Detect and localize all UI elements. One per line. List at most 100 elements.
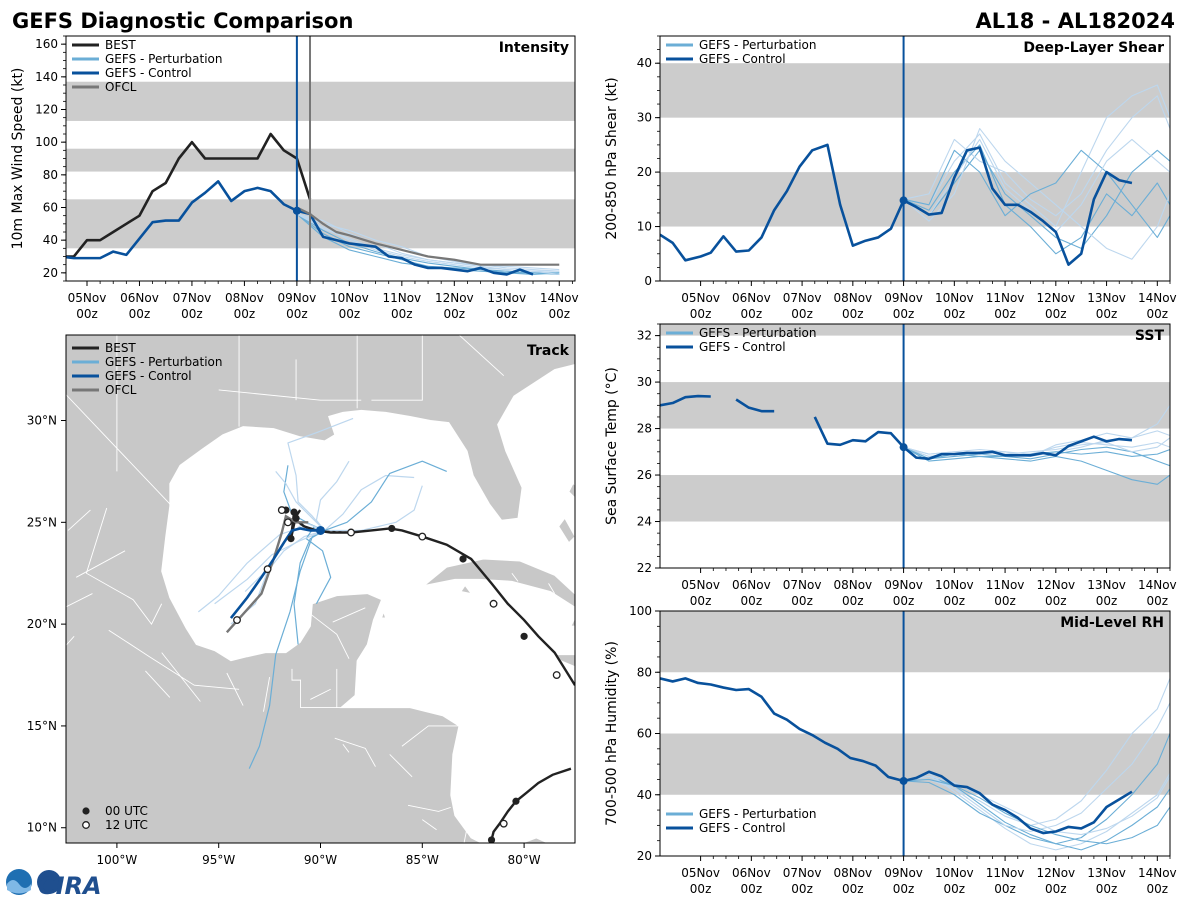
best-12utc-marker — [347, 528, 355, 537]
political-border — [458, 335, 505, 377]
lon-tick-label: 85°W — [406, 853, 439, 867]
control-track-line — [229, 527, 321, 619]
y-tick-label: 26 — [637, 468, 652, 482]
best-12utc-marker — [418, 532, 427, 541]
y-tick-label: 60 — [43, 201, 58, 215]
shear-panel: 0 10 20 30 40 05Nov 00z 06Nov 00z 07Nov 00z 08Nov 00… — [604, 35, 1177, 321]
x-tick-sublabel: 00z — [1147, 882, 1169, 896]
legend-label: GEFS - Perturbation — [105, 355, 222, 369]
perturbation-track — [293, 529, 325, 645]
x-tick-label: 13Nov — [1087, 866, 1126, 880]
y-tick-label: 32 — [637, 329, 652, 343]
x-tick-sublabel: 00z — [893, 882, 915, 896]
x-tick-label: 06Nov — [732, 578, 771, 592]
x-tick-label: 08Nov — [833, 578, 872, 592]
x-tick-sublabel: 00z — [690, 594, 712, 608]
perturbation-series-line — [903, 780, 1170, 851]
x-tick-label: 10Nov — [935, 866, 974, 880]
sst-panel: 22 24 26 28 30 32 05Nov 00z 06Nov 00z 07Nov 00z 08No… — [604, 323, 1177, 608]
political-border — [67, 509, 91, 531]
x-tick-sublabel: 00z — [1147, 307, 1169, 321]
y-axis-label: 200-850 hPa Shear (kt) — [604, 77, 620, 239]
x-tick-label: 07Nov — [783, 578, 822, 592]
legend-label: GEFS - Control — [699, 52, 786, 66]
x-tick-label: 09Nov — [278, 291, 317, 305]
political-border — [371, 335, 423, 401]
x-tick-sublabel: 00z — [234, 307, 256, 321]
lon-tick-label: 95°W — [202, 853, 235, 867]
perturbation-series-line — [903, 84, 1170, 228]
best-00utc-marker — [290, 508, 298, 516]
legend-label: GEFS - Perturbation — [699, 326, 816, 340]
x-tick-label: 09Nov — [884, 578, 923, 592]
perturbation-track — [275, 471, 325, 531]
legend-label: GEFS - Perturbation — [699, 807, 816, 821]
political-border — [389, 754, 413, 778]
land-polygon — [66, 335, 575, 843]
y-axis-label: 10m Max Wind Speed (kt) — [10, 68, 26, 250]
political-border — [291, 668, 341, 709]
perturbation-track — [315, 460, 350, 531]
shade-band — [660, 475, 1170, 522]
y-tick-label: 160 — [35, 37, 58, 51]
x-tick-sublabel: 00z — [1096, 882, 1118, 896]
y-tick-label: 30 — [637, 111, 652, 125]
legend-label: OFCL — [105, 80, 137, 94]
y-tick-label: 28 — [637, 422, 652, 436]
shade-band — [660, 63, 1170, 118]
x-tick-sublabel: 00z — [741, 882, 763, 896]
x-tick-label: 14Nov — [1138, 291, 1177, 305]
y-axis-label: 700-500 hPa Humidity (%) — [604, 641, 620, 826]
x-tick-label: 07Nov — [783, 291, 822, 305]
x-tick-sublabel: 00z — [842, 307, 864, 321]
y-tick-label: 100 — [35, 135, 58, 149]
y-tick-label: 140 — [35, 70, 58, 84]
y-tick-label: 40 — [43, 233, 58, 247]
x-tick-label: 13Nov — [1087, 291, 1126, 305]
best-12utc-marker — [489, 599, 498, 608]
x-tick-label: 05Nov — [681, 866, 720, 880]
init-point-marker — [899, 196, 908, 205]
best-00utc-marker — [487, 836, 496, 843]
lat-tick-label: 30°N — [27, 414, 57, 428]
y-tick-label: 120 — [35, 103, 58, 117]
x-tick-label: 11Nov — [986, 291, 1025, 305]
best-00utc-marker — [459, 555, 467, 563]
plot-area — [660, 611, 1170, 856]
cira-logo: CIRA — [6, 869, 102, 900]
best-00utc-marker — [512, 797, 520, 805]
x-tick-label: 09Nov — [884, 291, 923, 305]
control-series-line — [660, 394, 711, 407]
y-tick-label: 30 — [637, 375, 652, 389]
track-panel: 100°W 95°W 90°W 85°W 80°W 10°N 15°N 20°N 25°N 30°… — [27, 334, 576, 867]
political-border — [407, 804, 451, 812]
perturbation-track — [214, 529, 325, 605]
x-tick-label: 12Nov — [1036, 866, 1075, 880]
y-tick-label: 80 — [43, 168, 58, 182]
storm-id: AL18 - AL182024 — [976, 9, 1176, 33]
x-tick-sublabel: 00z — [944, 882, 966, 896]
x-tick-sublabel: 00z — [842, 882, 864, 896]
x-tick-sublabel: 00z — [994, 307, 1016, 321]
political-border — [75, 550, 126, 578]
noaa-wave-icon — [7, 880, 31, 894]
land-polygon — [460, 584, 473, 595]
plot-frame — [659, 323, 1171, 569]
x-tick-sublabel: 00z — [994, 882, 1016, 896]
political-border — [422, 819, 437, 831]
x-tick-sublabel: 00z — [1045, 594, 1067, 608]
perturbation-track — [324, 460, 447, 532]
panel-title: Intensity — [499, 40, 569, 56]
x-tick-sublabel: 00z — [181, 307, 203, 321]
init-point-marker — [899, 776, 908, 785]
lon-tick-label: 90°W — [304, 853, 337, 867]
perturbation-series-line — [903, 128, 1170, 260]
y-tick-label: 20 — [637, 165, 652, 179]
x-tick-label: 05Nov — [681, 578, 720, 592]
political-border — [145, 670, 171, 698]
control-series-line — [660, 143, 1133, 266]
political-border — [332, 607, 366, 623]
x-tick-label: 10Nov — [935, 578, 974, 592]
perturbation-series-line — [903, 149, 1170, 238]
y-tick-label: 22 — [637, 561, 652, 575]
